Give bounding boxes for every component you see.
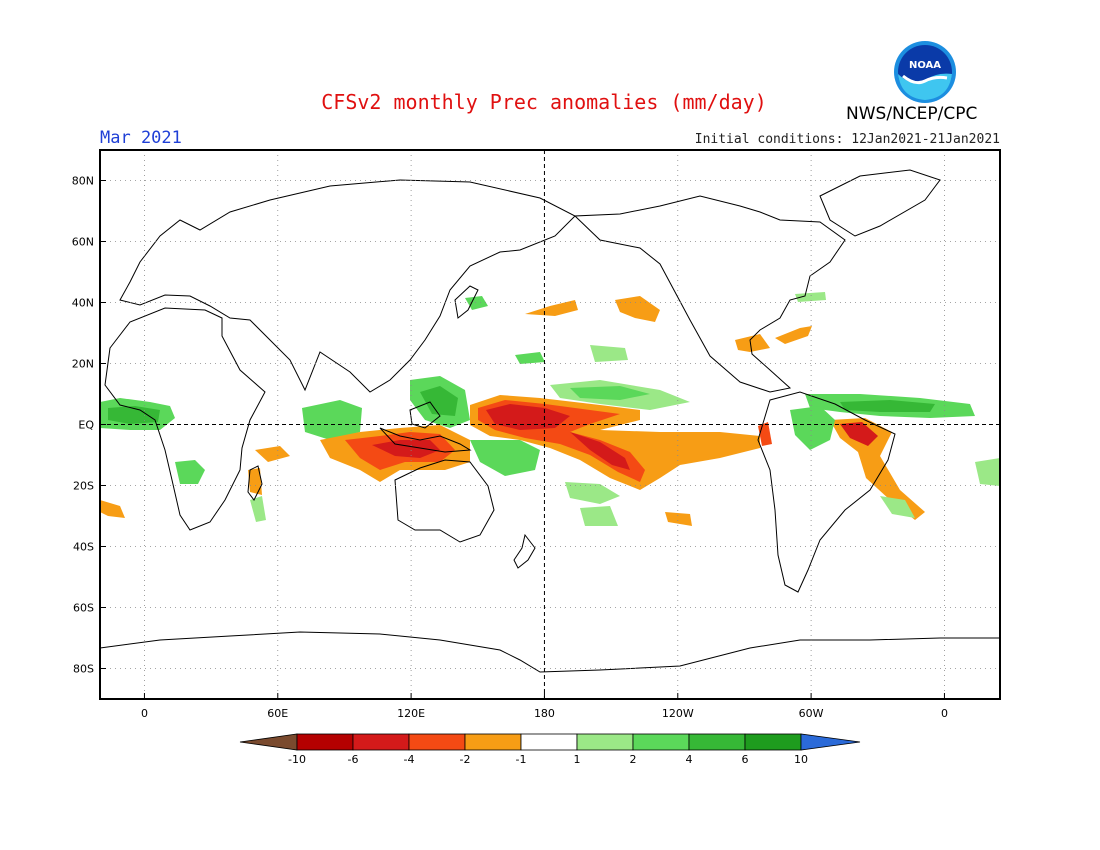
legend-arrow-left xyxy=(239,733,298,751)
dry-anomaly-caribbean xyxy=(735,334,770,352)
wet-anomaly-pacific-north-tropical-core xyxy=(570,386,650,400)
wet-anomaly-hawaii-2 xyxy=(590,345,628,362)
longitude-axis: 0 60E 120E 180 120W 60W 0 xyxy=(141,693,948,720)
lon-label: 0 xyxy=(141,707,148,720)
legend-color-box xyxy=(352,733,410,751)
wet-anomaly-tropical-atlantic-core xyxy=(840,400,935,412)
coastline-antarctica xyxy=(100,631,1000,673)
wet-anomaly-south-pacific xyxy=(565,482,620,504)
lat-label: 20N xyxy=(72,358,94,371)
legend-tick-label: -4 xyxy=(404,753,415,766)
wet-anomaly-north-atlantic xyxy=(795,292,826,302)
wet-anomaly-png xyxy=(470,440,540,476)
legend-color-box xyxy=(464,733,522,751)
coastline-africa xyxy=(104,307,266,531)
wet-anomaly-indian-sw xyxy=(250,496,266,522)
legend-color-box xyxy=(744,733,802,751)
dry-anomaly-central-pacific-core xyxy=(486,404,570,430)
legend-arrow-right xyxy=(800,733,861,751)
initial-conditions: Initial conditions: 12Jan2021-21Jan2021 xyxy=(694,132,1000,147)
dry-anomaly-amazon xyxy=(830,418,925,520)
legend-color-box xyxy=(520,733,578,751)
lat-label: 60S xyxy=(73,602,94,615)
wet-anomaly-africa-south xyxy=(175,460,205,484)
forecast-period: Mar 2021 xyxy=(100,128,182,148)
anomaly-shading xyxy=(100,292,1000,526)
dry-anomaly-central-pacific-tail xyxy=(570,432,630,470)
wet-anomaly-philippines-core xyxy=(420,386,458,416)
noaa-logo: NOAA xyxy=(894,41,956,103)
coastline-south-america xyxy=(757,391,896,593)
lat-label: 20S xyxy=(73,480,94,493)
map-title: CFSv2 monthly Prec anomalies (mm/day) xyxy=(321,90,767,114)
legend-color-box xyxy=(408,733,466,751)
lon-label: 0 xyxy=(941,707,948,720)
legend-color-box xyxy=(632,733,690,751)
dry-anomaly-africa-east xyxy=(255,446,290,462)
dry-anomaly-amazon-core xyxy=(840,422,878,446)
wet-anomaly-north-pacific-west xyxy=(465,296,488,310)
lon-label: 120E xyxy=(397,707,425,720)
coastlines xyxy=(100,169,1000,673)
lon-label: 120W xyxy=(662,707,694,720)
wet-anomaly-atlantic-east-core xyxy=(108,406,160,424)
coastline-japan xyxy=(454,285,479,319)
legend-tick-label: 6 xyxy=(742,753,749,766)
noaa-logo-text: NOAA xyxy=(909,60,941,71)
wet-anomaly-south-pacific-2 xyxy=(580,506,618,526)
agency-label: NWS/NCEP/CPC xyxy=(846,104,978,124)
legend-color-box xyxy=(688,733,746,751)
lon-label: 60W xyxy=(799,707,824,720)
lat-label: 80S xyxy=(73,663,94,676)
wet-anomaly-hawaii xyxy=(515,352,545,364)
coastline-eurasia xyxy=(119,179,576,393)
wet-anomaly-africa-west-coast xyxy=(975,458,1000,486)
legend-tick-label: -6 xyxy=(348,753,359,766)
dry-anomaly-gulf-stream xyxy=(775,326,812,344)
lat-label: 40S xyxy=(73,541,94,554)
lat-label: 60N xyxy=(72,236,94,249)
lon-label: 60E xyxy=(267,707,288,720)
lat-label: EQ xyxy=(78,419,94,432)
legend-color-box xyxy=(296,733,354,751)
coastline-indonesia xyxy=(379,427,472,453)
lat-label: 80N xyxy=(72,175,94,188)
legend-tick-label: 2 xyxy=(630,753,637,766)
dry-anomaly-south-pacific xyxy=(665,512,692,526)
legend-tick-label: 10 xyxy=(794,753,808,766)
latitude-axis: 80N 60N 40N 20N EQ 20S 40S 60S 80S xyxy=(72,175,106,676)
legend-tick-label: -1 xyxy=(516,753,527,766)
coastline-greenland xyxy=(819,169,941,237)
dry-anomaly-north-pacific-east xyxy=(615,296,660,322)
coastline-new-zealand xyxy=(513,533,536,569)
lat-label: 40N xyxy=(72,297,94,310)
dry-anomaly-madagascar xyxy=(248,468,262,495)
legend-tick-label: -2 xyxy=(460,753,471,766)
legend-colorbar: -10 -6 -4 -2 -1 1 2 4 6 10 xyxy=(239,733,861,766)
coastline-australia xyxy=(394,459,495,543)
coastline-madagascar xyxy=(247,465,263,501)
dry-anomaly-angola-coast xyxy=(100,500,125,518)
coastline-north-america xyxy=(573,195,846,393)
grid-lines xyxy=(100,150,1000,699)
dry-anomaly-indian-east-core xyxy=(372,440,440,458)
legend-tick-label: -10 xyxy=(288,753,306,766)
legend-color-box xyxy=(576,733,634,751)
wet-anomaly-south-atlantic xyxy=(880,496,915,518)
wet-anomaly-south-america-north xyxy=(790,406,835,450)
legend-tick-label: 1 xyxy=(574,753,581,766)
legend-tick-label: 4 xyxy=(686,753,693,766)
wet-anomaly-indian-west xyxy=(302,400,362,440)
coastline-borneo xyxy=(409,401,441,429)
dry-anomaly-north-pacific xyxy=(525,300,578,316)
lon-label: 180 xyxy=(534,707,555,720)
